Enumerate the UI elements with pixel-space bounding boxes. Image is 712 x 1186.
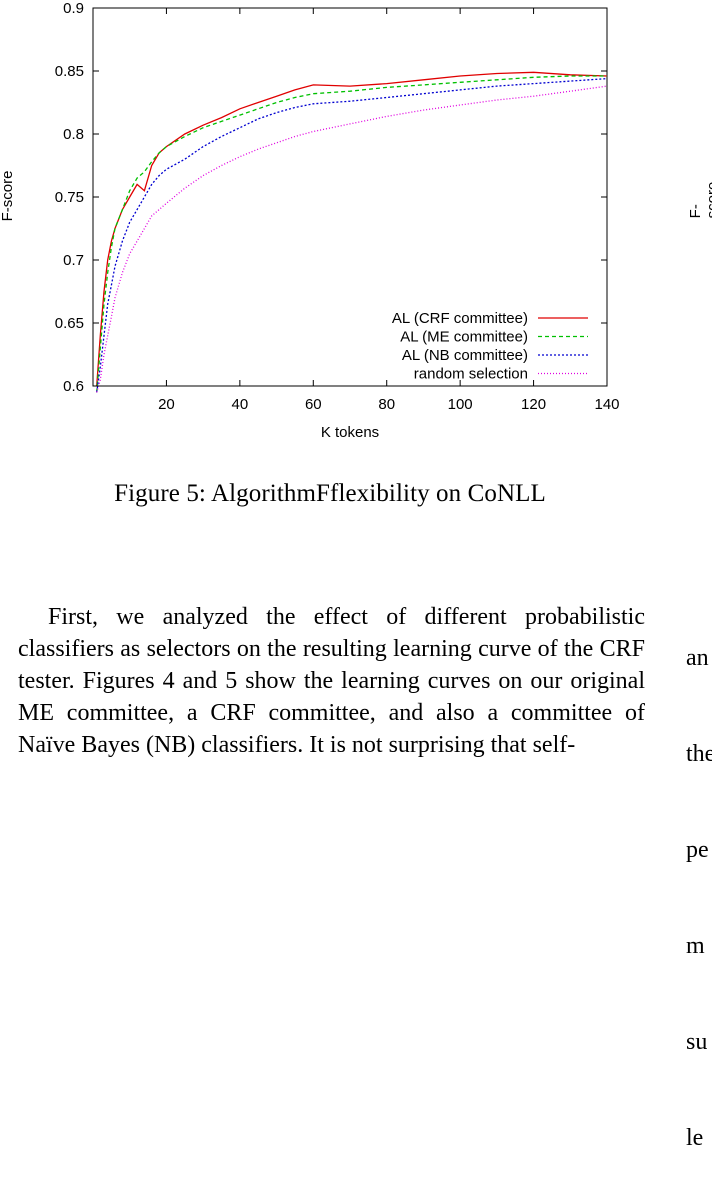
y-tick-label: 0.65 (55, 315, 84, 332)
axes-layer: 20 40 60 80 100 120 140 0.6 0.65 0.7 0.75 0.8 0.85 0.… (55, 0, 620, 413)
x-tick-label: 140 (594, 396, 619, 413)
legend-label: AL (ME committee) (400, 329, 528, 346)
legend-label: AL (NB committee) (402, 347, 528, 364)
x-tick-label: 80 (378, 396, 395, 413)
right-figure-y-axis-label: F-score (687, 182, 712, 219)
series-line (96, 85, 608, 393)
y-axis-label: F-score (0, 171, 16, 222)
y-tick-label: 0.8 (63, 126, 84, 143)
chart-legend: AL (CRF committee) AL (ME committee)AL (N… (392, 310, 588, 383)
y-tick-label: 0.9 (63, 0, 84, 17)
x-tick-label: 20 (158, 396, 175, 413)
y-tick-label: 0.85 (55, 63, 84, 80)
right-column-line: an (686, 645, 709, 671)
body-paragraph: First, we analyzed the effect of differe… (18, 604, 645, 758)
learning-curve-chart: 20 40 60 80 100 120 140 0.6 0.65 0.7 0.75 0.8 0.85 0.… (0, 0, 620, 441)
right-column-line: the (686, 741, 712, 767)
right-column-line: m (686, 933, 705, 959)
y-tick-label: 0.75 (55, 189, 84, 206)
legend-label: AL (CRF committee) (392, 310, 528, 327)
series-line (96, 75, 607, 393)
plot-area (92, 7, 608, 387)
right-column-line: su (686, 1029, 708, 1055)
right-column-fragments: an the pe m su le (686, 578, 712, 1186)
right-column-line: pe (686, 837, 709, 863)
series-line (96, 77, 608, 393)
y-tick-label: 0.6 (63, 378, 84, 395)
y-tick-label: 0.7 (63, 252, 84, 269)
x-tick-label: 100 (448, 396, 473, 413)
figure-caption: Figure 5: AlgorithmFflexibility on CoNLL (114, 480, 546, 507)
plot-frame (92, 7, 608, 387)
series-line (96, 71, 608, 387)
x-tick-label: 60 (305, 396, 322, 413)
x-tick-label: 40 (232, 396, 249, 413)
x-axis-label: K tokens (321, 424, 379, 441)
x-tick-label: 120 (521, 396, 546, 413)
series-layer (96, 71, 608, 393)
legend-label: random selection (414, 366, 528, 383)
right-column-line: le (686, 1125, 704, 1151)
